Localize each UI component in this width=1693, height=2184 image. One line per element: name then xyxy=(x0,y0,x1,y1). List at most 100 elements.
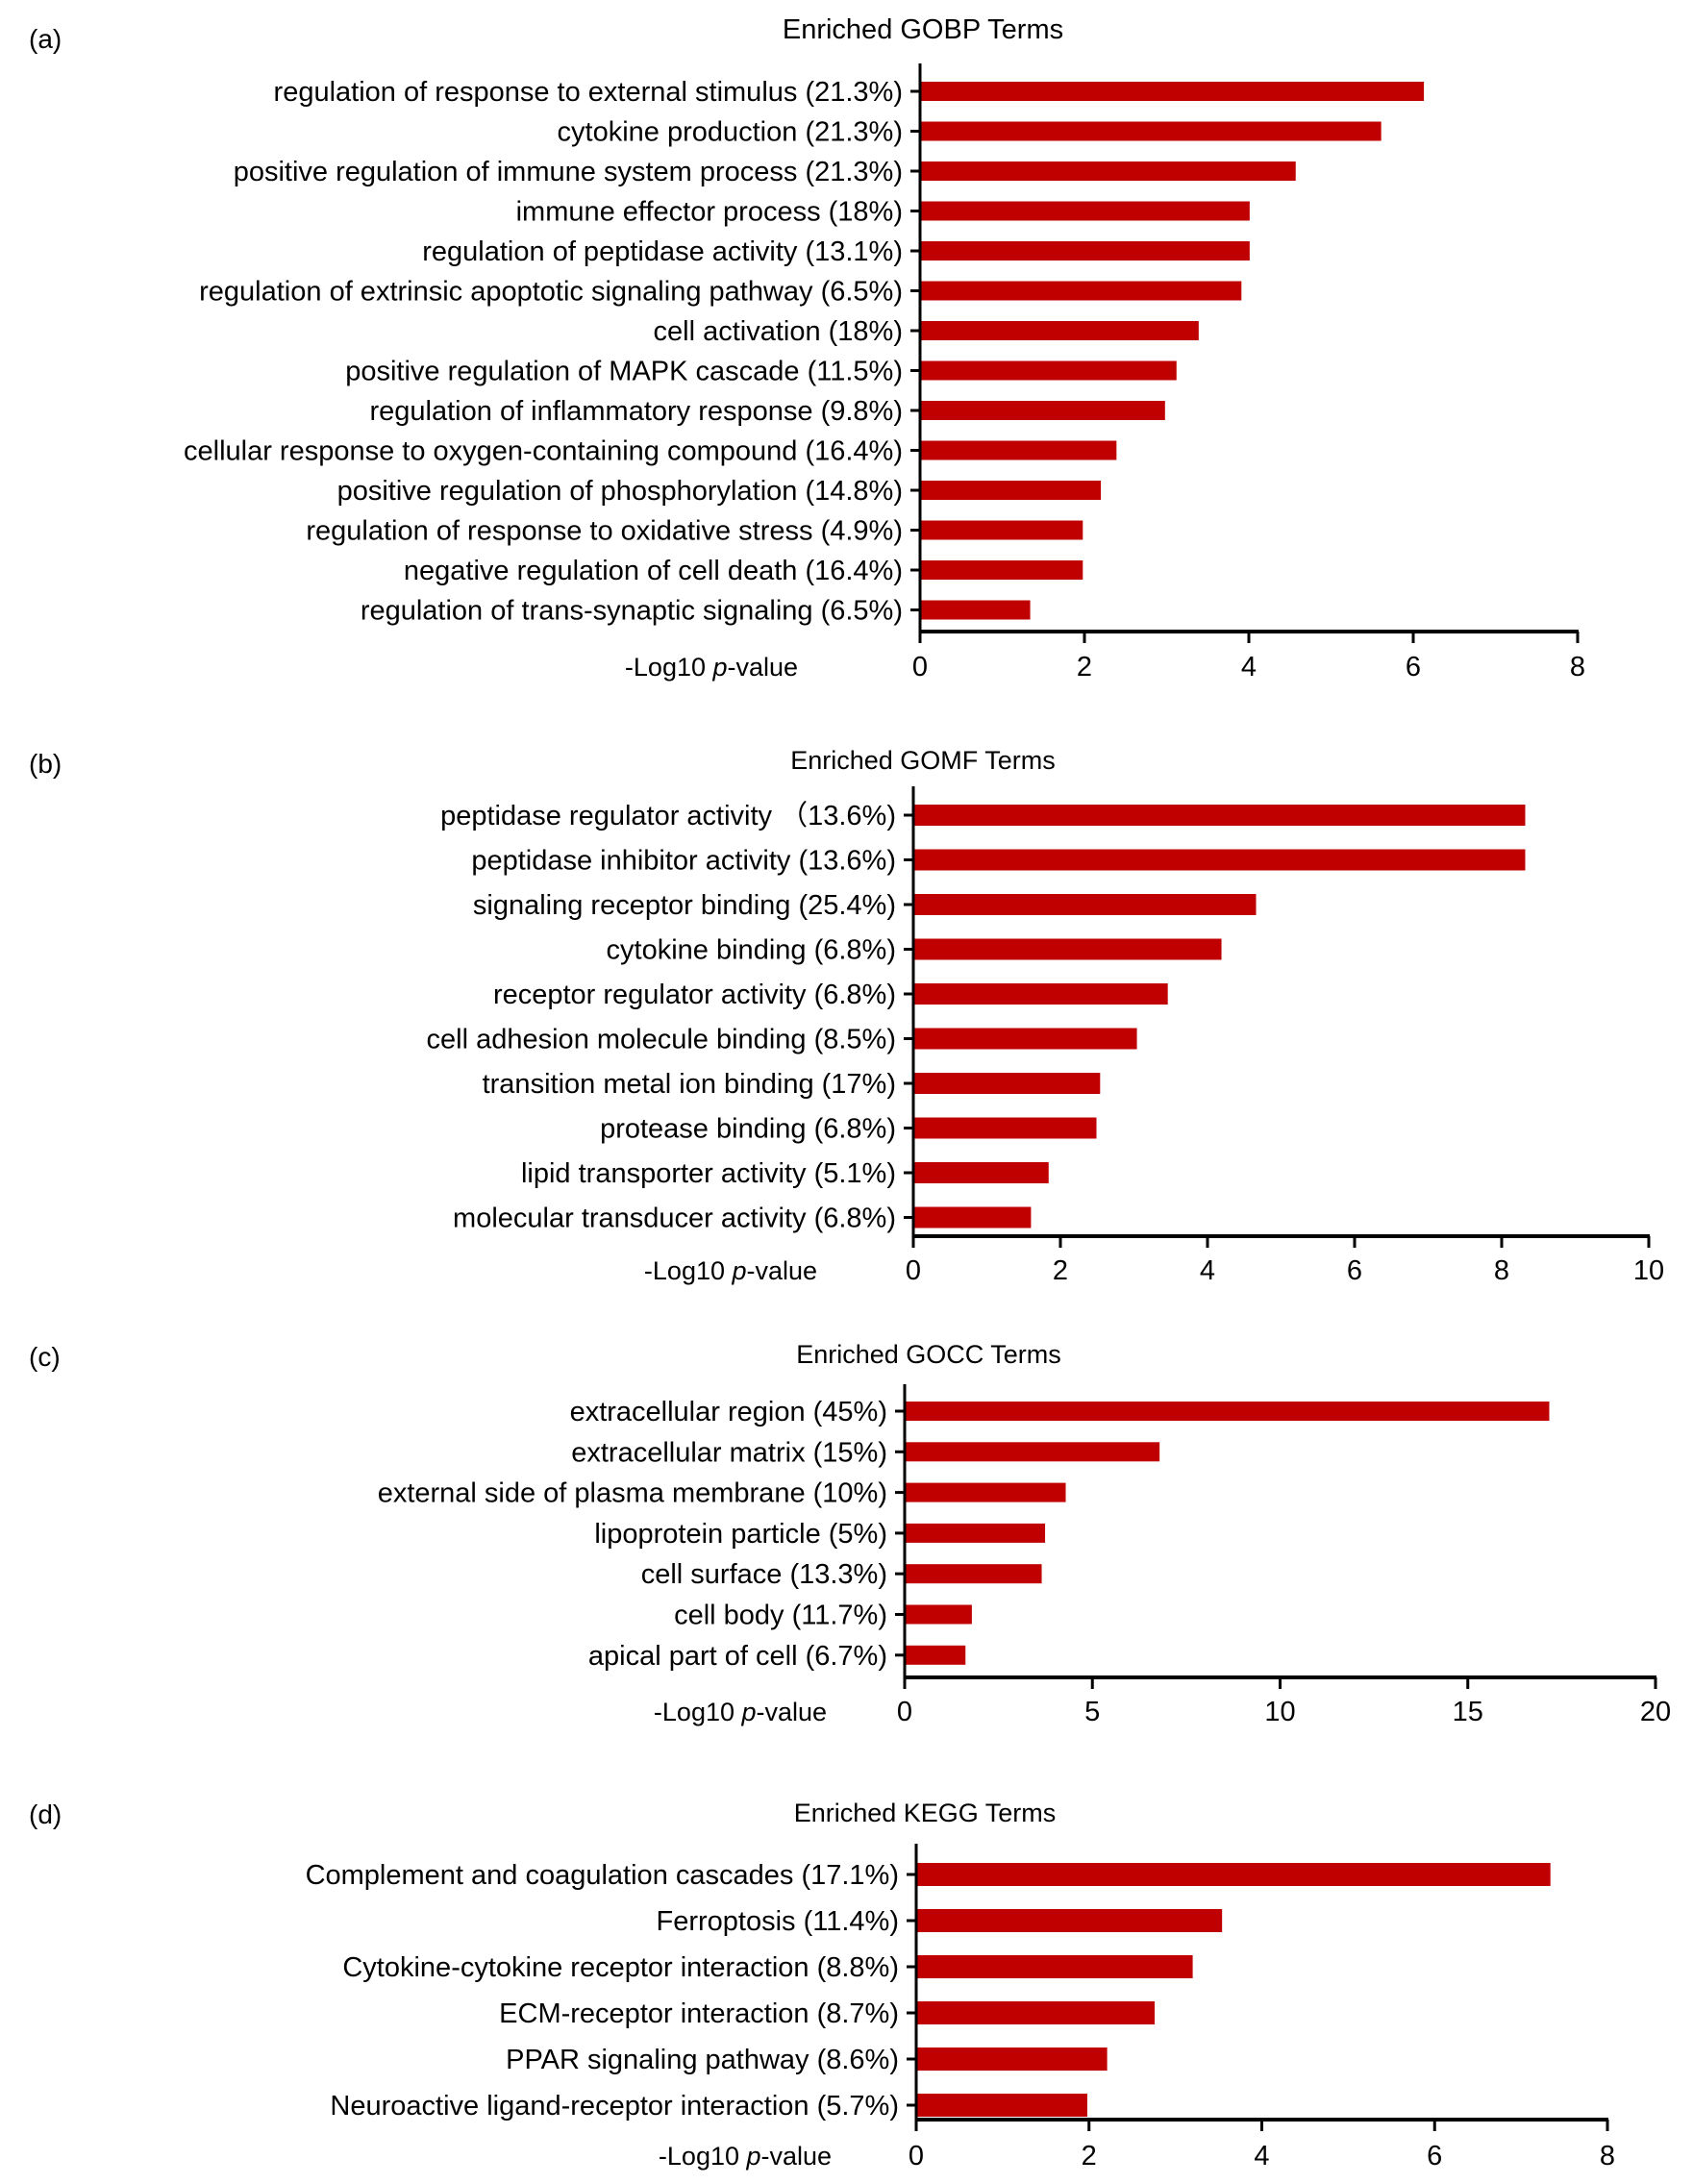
category-label: external side of plasma membrane (10%) xyxy=(378,1478,887,1509)
x-axis-label-p: p xyxy=(712,653,728,682)
bar xyxy=(917,2001,1156,2024)
panel-gomf: (b) Enriched GOMF Terms peptidase regulato… xyxy=(29,746,1664,1286)
bar xyxy=(921,241,1250,261)
category-label: cytokine production (21.3%) xyxy=(558,117,903,148)
bar xyxy=(906,1523,1046,1543)
bar xyxy=(917,2094,1087,2117)
category-label: PPAR signaling pathway (8.6%) xyxy=(506,2045,899,2075)
bar xyxy=(914,1073,1101,1094)
x-axis-label-prefix: -Log10 xyxy=(654,1698,742,1726)
category-label: Cytokine-cytokine receptor interaction (… xyxy=(342,1952,899,1983)
x-tick-label: 0 xyxy=(909,2141,924,2172)
bar xyxy=(906,1402,1550,1421)
bar xyxy=(921,560,1083,580)
bar xyxy=(914,983,1168,1005)
bar xyxy=(921,600,1031,620)
category-label: transition metal ion binding (17%) xyxy=(483,1069,896,1100)
category-label: extracellular matrix (15%) xyxy=(571,1437,887,1468)
x-tick-label: 6 xyxy=(1406,652,1421,682)
category-label: Neuroactive ligand-receptor interaction … xyxy=(330,2091,899,2122)
category-label: positive regulation of immune system pro… xyxy=(234,157,903,187)
category-label: immune effector process (18%) xyxy=(516,197,903,228)
panel-kegg: (d) Enriched KEGG Terms Complement and coa… xyxy=(29,1799,1615,2172)
x-tick-label: 10 xyxy=(1633,1255,1664,1286)
bar xyxy=(921,281,1242,301)
bar xyxy=(921,440,1117,460)
category-label: signaling receptor binding (25.4%) xyxy=(473,890,896,921)
category-label: cytokine binding (6.8%) xyxy=(607,935,896,966)
panel-label: (c) xyxy=(29,1342,61,1372)
bar xyxy=(917,1909,1223,1932)
x-axis-label-prefix: -Log10 xyxy=(625,653,713,682)
bar xyxy=(914,1117,1097,1139)
x-axis-label-prefix: -Log10 xyxy=(644,1256,733,1285)
x-axis-label: -Log10 p-value xyxy=(654,1698,827,1726)
panel-label: (b) xyxy=(29,749,62,779)
bar xyxy=(914,1028,1137,1050)
chart-title: Enriched KEGG Terms xyxy=(794,1799,1057,1827)
bar xyxy=(914,849,1526,871)
category-label: Ferroptosis (11.4%) xyxy=(657,1906,900,1937)
bar xyxy=(917,2048,1108,2071)
x-tick-label: 8 xyxy=(1494,1255,1509,1286)
bar xyxy=(921,82,1425,101)
bar xyxy=(917,1955,1193,1978)
x-tick-label: 8 xyxy=(1570,652,1585,682)
x-tick-label: 5 xyxy=(1084,1697,1100,1727)
x-axis-label-suffix: -value xyxy=(757,1698,828,1726)
x-tick-label: 8 xyxy=(1600,2141,1615,2172)
x-axis-label-prefix: -Log10 xyxy=(659,2142,747,2171)
category-label: negative regulation of cell death (16.4%… xyxy=(404,556,903,586)
chart-title: Enriched GOCC Terms xyxy=(796,1340,1061,1369)
category-label: apical part of cell (6.7%) xyxy=(588,1641,887,1672)
bar xyxy=(906,1645,966,1665)
category-label: lipid transporter activity (5.1%) xyxy=(521,1158,896,1189)
bar xyxy=(914,1206,1032,1228)
x-tick-label: 4 xyxy=(1241,652,1257,682)
bar xyxy=(906,1564,1042,1584)
category-label: regulation of trans-synaptic signaling (… xyxy=(361,596,903,627)
category-label: molecular transducer activity (6.8%) xyxy=(453,1204,896,1234)
x-axis-label-p: p xyxy=(741,1698,757,1726)
x-axis-label: -Log10 p-value xyxy=(644,1256,817,1285)
category-label: ECM-receptor interaction (8.7%) xyxy=(499,1998,899,2029)
x-axis-label-suffix: -value xyxy=(761,2142,833,2171)
chart-title: Enriched GOBP Terms xyxy=(783,14,1063,45)
x-tick-label: 2 xyxy=(1077,652,1092,682)
category-label: receptor regulator activity (6.8%) xyxy=(493,980,896,1010)
bar xyxy=(914,938,1222,960)
category-label: cell surface (13.3%) xyxy=(641,1559,887,1590)
x-axis-label-p: p xyxy=(732,1256,747,1285)
chart-title: Enriched GOMF Terms xyxy=(790,746,1056,775)
x-axis-label: -Log10 p-value xyxy=(659,2142,832,2171)
x-tick-label: 0 xyxy=(897,1697,912,1727)
bar xyxy=(921,321,1199,340)
bar xyxy=(914,805,1526,826)
bar xyxy=(921,520,1083,540)
x-axis-label-p: p xyxy=(746,2142,761,2171)
bar xyxy=(914,894,1257,915)
x-tick-label: 2 xyxy=(1053,1255,1068,1286)
x-tick-label: 15 xyxy=(1453,1697,1483,1727)
bar xyxy=(906,1442,1160,1462)
category-label: regulation of extrinsic apoptotic signal… xyxy=(199,277,903,308)
x-tick-label: 6 xyxy=(1347,1255,1362,1286)
x-tick-label: 4 xyxy=(1254,2141,1269,2172)
bar xyxy=(921,481,1102,500)
category-label: positive regulation of phosphorylation (… xyxy=(337,476,903,507)
category-label: peptidase regulator activity （13.6%) xyxy=(440,801,896,831)
category-label: lipoprotein particle (5%) xyxy=(594,1519,887,1550)
panel-label: (a) xyxy=(29,24,62,54)
x-tick-label: 10 xyxy=(1264,1697,1295,1727)
x-axis-label-suffix: -value xyxy=(728,653,799,682)
bar xyxy=(921,401,1165,420)
category-label: positive regulation of MAPK cascade (11.… xyxy=(345,357,903,387)
category-label: regulation of response to oxidative stre… xyxy=(306,516,903,547)
bar xyxy=(906,1482,1066,1502)
x-tick-label: 2 xyxy=(1082,2141,1097,2172)
bar xyxy=(906,1604,972,1625)
bar xyxy=(914,1162,1049,1183)
panel-gocc: (c) Enriched GOCC Terms extracellular regi… xyxy=(29,1340,1671,1727)
bar xyxy=(921,201,1250,221)
